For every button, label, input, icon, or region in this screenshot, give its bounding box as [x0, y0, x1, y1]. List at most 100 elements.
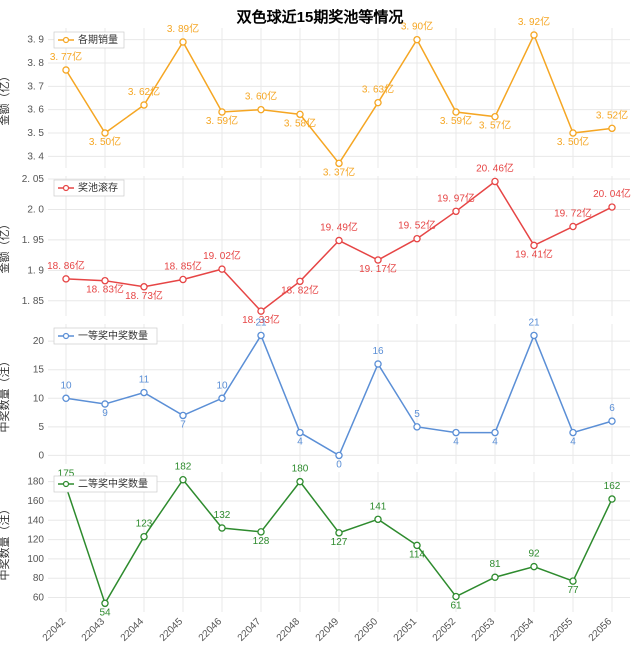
- svg-text:19. 41亿: 19. 41亿: [515, 247, 553, 260]
- svg-text:22044: 22044: [119, 616, 147, 644]
- svg-text:各期销量: 各期销量: [78, 33, 118, 46]
- svg-text:114: 114: [409, 549, 425, 560]
- svg-text:81: 81: [489, 559, 501, 570]
- panel-first: 中奖数量（注）05101520109117102140165442146一等奖中…: [48, 324, 630, 464]
- svg-text:20. 04亿: 20. 04亿: [593, 187, 631, 200]
- svg-text:3. 59亿: 3. 59亿: [206, 114, 238, 127]
- svg-text:3. 50亿: 3. 50亿: [89, 135, 121, 148]
- panel-second: 中奖数量（注）608010012014016018022042220432204…: [48, 472, 630, 612]
- svg-text:128: 128: [253, 536, 270, 547]
- panel-sales: 金额（亿）3. 43. 53. 63. 73. 83. 93. 77亿3. 50…: [48, 28, 630, 168]
- svg-text:4: 4: [297, 437, 303, 448]
- svg-text:19. 52亿: 19. 52亿: [398, 219, 436, 232]
- svg-text:二等奖中奖数量: 二等奖中奖数量: [78, 477, 148, 490]
- chart-container: 双色球近15期奖池等情况 金额（亿）3. 43. 53. 63. 73. 83.…: [0, 0, 640, 646]
- svg-text:3. 90亿: 3. 90亿: [401, 20, 433, 33]
- svg-text:3. 58亿: 3. 58亿: [284, 116, 316, 129]
- svg-text:100: 100: [27, 554, 44, 565]
- svg-text:19. 49亿: 19. 49亿: [320, 221, 358, 234]
- svg-text:132: 132: [214, 510, 231, 521]
- svg-text:141: 141: [370, 501, 387, 512]
- svg-text:3. 63亿: 3. 63亿: [362, 83, 394, 96]
- svg-text:3. 92亿: 3. 92亿: [518, 15, 550, 28]
- svg-text:3. 50亿: 3. 50亿: [557, 135, 589, 148]
- svg-text:1. 85: 1. 85: [22, 296, 45, 307]
- svg-text:18. 85亿: 18. 85亿: [164, 259, 202, 272]
- svg-text:22043: 22043: [80, 616, 108, 644]
- svg-text:3. 59亿: 3. 59亿: [440, 114, 472, 127]
- svg-text:4: 4: [453, 437, 459, 448]
- svg-text:3. 7: 3. 7: [27, 81, 44, 92]
- svg-text:22047: 22047: [236, 616, 264, 644]
- ylabel-first: 中奖数量（注）: [0, 354, 12, 434]
- svg-text:123: 123: [136, 519, 153, 530]
- svg-text:22056: 22056: [587, 616, 615, 644]
- svg-text:22055: 22055: [548, 616, 576, 644]
- ylabel-sales: 金额（亿）: [0, 58, 12, 138]
- svg-text:3. 9: 3. 9: [27, 35, 44, 46]
- svg-text:22050: 22050: [353, 616, 381, 644]
- svg-text:19. 17亿: 19. 17亿: [359, 262, 397, 275]
- ylabel-second: 中奖数量（注）: [0, 502, 12, 582]
- svg-text:2. 05: 2. 05: [22, 174, 45, 185]
- svg-text:22048: 22048: [275, 616, 303, 644]
- svg-text:180: 180: [27, 477, 44, 488]
- svg-text:80: 80: [33, 573, 45, 584]
- svg-text:10: 10: [216, 380, 228, 391]
- svg-text:9: 9: [102, 408, 108, 419]
- svg-text:3. 57亿: 3. 57亿: [479, 119, 511, 132]
- svg-text:22042: 22042: [41, 616, 69, 644]
- svg-text:180: 180: [292, 464, 309, 475]
- svg-text:3. 60亿: 3. 60亿: [245, 90, 277, 103]
- svg-text:15: 15: [33, 365, 45, 376]
- svg-text:5: 5: [38, 422, 44, 433]
- svg-text:16: 16: [372, 346, 384, 357]
- ylabel-pool: 金额（亿）: [0, 206, 12, 286]
- svg-text:奖池滚存: 奖池滚存: [78, 181, 118, 194]
- svg-text:11: 11: [139, 375, 150, 386]
- svg-text:22049: 22049: [314, 616, 342, 644]
- svg-text:2. 0: 2. 0: [27, 204, 44, 215]
- svg-text:3. 77亿: 3. 77亿: [50, 50, 82, 63]
- svg-text:22051: 22051: [392, 616, 420, 644]
- svg-text:19. 02亿: 19. 02亿: [203, 249, 241, 262]
- svg-text:4: 4: [570, 437, 576, 448]
- svg-text:61: 61: [450, 601, 462, 612]
- svg-text:21: 21: [255, 317, 267, 328]
- svg-text:19. 97亿: 19. 97亿: [437, 191, 475, 204]
- svg-text:19. 72亿: 19. 72亿: [554, 207, 592, 220]
- svg-text:22045: 22045: [158, 616, 186, 644]
- svg-text:182: 182: [175, 462, 192, 473]
- svg-text:7: 7: [180, 419, 186, 430]
- svg-text:22053: 22053: [470, 616, 498, 644]
- svg-text:127: 127: [331, 537, 348, 548]
- svg-text:92: 92: [528, 549, 540, 560]
- svg-text:22054: 22054: [509, 616, 537, 644]
- svg-text:3. 89亿: 3. 89亿: [167, 22, 199, 35]
- svg-text:3. 6: 3. 6: [27, 105, 44, 116]
- svg-text:1. 95: 1. 95: [22, 235, 45, 246]
- svg-text:4: 4: [492, 437, 498, 448]
- svg-text:3. 8: 3. 8: [27, 58, 44, 69]
- svg-text:10: 10: [60, 380, 72, 391]
- svg-text:77: 77: [567, 585, 579, 596]
- svg-text:21: 21: [528, 317, 540, 328]
- svg-text:一等奖中奖数量: 一等奖中奖数量: [78, 329, 148, 342]
- svg-text:18. 82亿: 18. 82亿: [281, 283, 319, 296]
- svg-text:22052: 22052: [431, 616, 459, 644]
- svg-text:3. 62亿: 3. 62亿: [128, 85, 160, 98]
- svg-text:60: 60: [33, 593, 45, 604]
- panel-pool: 金额（亿）1. 851. 91. 952. 02. 0518. 86亿18. 8…: [48, 176, 630, 316]
- svg-text:3. 52亿: 3. 52亿: [596, 108, 628, 121]
- svg-text:54: 54: [99, 607, 111, 618]
- svg-text:3. 4: 3. 4: [27, 151, 44, 162]
- svg-text:3. 5: 3. 5: [27, 128, 44, 139]
- svg-text:160: 160: [27, 496, 44, 507]
- svg-text:20. 46亿: 20. 46亿: [476, 161, 514, 174]
- svg-text:20: 20: [33, 336, 45, 347]
- svg-text:0: 0: [336, 459, 342, 470]
- svg-text:120: 120: [27, 535, 44, 546]
- svg-text:162: 162: [604, 481, 621, 492]
- svg-text:18. 73亿: 18. 73亿: [125, 289, 163, 302]
- svg-text:5: 5: [414, 409, 420, 420]
